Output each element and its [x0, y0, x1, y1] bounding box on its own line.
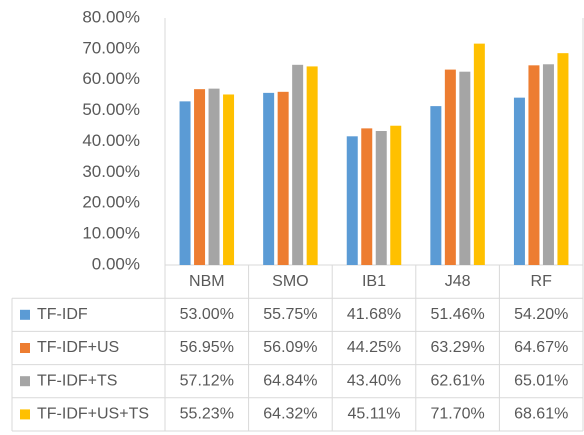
- legend-swatch: [20, 409, 30, 420]
- table-cell: 55.75%: [263, 306, 317, 323]
- table-cell: 65.01%: [514, 372, 568, 389]
- y-tick-label: 30.00%: [82, 162, 140, 181]
- table-cell: 64.84%: [263, 372, 317, 389]
- bar: [528, 65, 540, 265]
- bar: [375, 131, 387, 265]
- x-tick-label: RF: [531, 273, 553, 290]
- legend-label: TF-IDF+TS: [37, 372, 117, 389]
- bar: [459, 71, 471, 266]
- bar: [263, 92, 275, 265]
- table-cell: 54.20%: [514, 306, 568, 323]
- table-cell: 64.67%: [514, 339, 568, 356]
- bar: [513, 97, 525, 265]
- bar: [430, 106, 442, 265]
- x-tick-label: J48: [445, 273, 471, 290]
- bar: [361, 128, 373, 265]
- table-cell: 71.70%: [430, 406, 484, 423]
- table-cell: 56.95%: [180, 339, 234, 356]
- legend-swatch: [20, 343, 30, 353]
- table-cell: 68.61%: [514, 406, 568, 423]
- table-cell: 43.40%: [347, 372, 401, 389]
- y-tick-label: 40.00%: [82, 131, 140, 150]
- bar: [208, 88, 220, 265]
- table-cell: 62.61%: [430, 372, 484, 389]
- bar: [473, 43, 485, 265]
- y-tick-label: 70.00%: [82, 38, 140, 57]
- bar: [346, 136, 358, 265]
- y-tick-label: 0.00%: [92, 254, 140, 273]
- table-cell: 53.00%: [180, 306, 234, 323]
- y-tick-label: 50.00%: [82, 100, 140, 119]
- bar: [277, 91, 289, 265]
- x-tick-label: NBM: [189, 273, 225, 290]
- y-tick-label: 60.00%: [82, 69, 140, 88]
- legend-label: TF-IDF+US+TS: [37, 406, 149, 423]
- table-cell: 56.09%: [263, 339, 317, 356]
- y-tick-label: 80.00%: [82, 7, 140, 26]
- legend-label: TF-IDF: [37, 306, 88, 323]
- table-cell: 63.29%: [430, 339, 484, 356]
- y-tick-label: 10.00%: [82, 224, 140, 243]
- table-cell: 57.12%: [180, 372, 234, 389]
- table-cell: 45.11%: [347, 406, 400, 423]
- bar: [390, 125, 402, 266]
- table-cell: 44.25%: [347, 339, 401, 356]
- bar: [306, 66, 318, 265]
- table-cell: 51.46%: [430, 306, 484, 323]
- legend-swatch: [20, 309, 30, 320]
- table-cell: 41.68%: [347, 306, 401, 323]
- bar: [292, 64, 304, 265]
- y-tick-label: 20.00%: [82, 193, 140, 212]
- bar: [194, 89, 206, 266]
- x-tick-label: SMO: [272, 273, 308, 290]
- bar: [223, 94, 235, 265]
- bar: [179, 101, 191, 265]
- bar: [542, 64, 554, 266]
- bar: [557, 53, 569, 265]
- legend-label: TF-IDF+US: [37, 339, 119, 356]
- bar: [444, 69, 456, 265]
- legend-swatch: [20, 376, 30, 387]
- table-cell: 55.23%: [180, 406, 234, 423]
- table-cell: 64.32%: [263, 406, 317, 423]
- x-tick-label: IB1: [362, 273, 386, 290]
